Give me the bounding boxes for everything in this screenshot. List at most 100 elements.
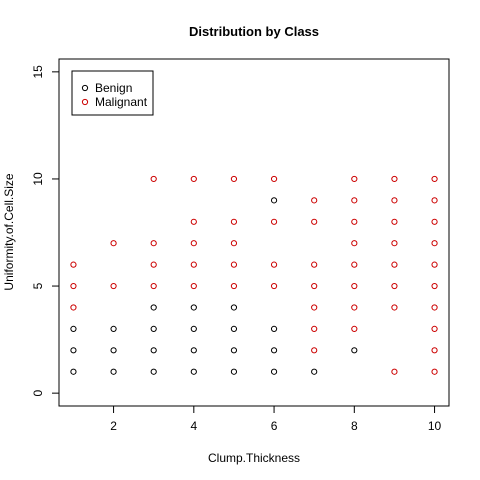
data-point-malignant bbox=[190, 282, 197, 290]
data-point-benign bbox=[190, 368, 197, 375]
x-tick-label: 6 bbox=[271, 419, 278, 433]
data-point-benign bbox=[110, 368, 117, 375]
data-point-malignant bbox=[150, 261, 157, 268]
data-point-benign bbox=[110, 347, 117, 354]
data-point-malignant bbox=[391, 197, 398, 204]
data-point-benign bbox=[230, 325, 238, 332]
data-point-malignant bbox=[391, 368, 398, 375]
y-axis: 0 5 10 15 bbox=[31, 65, 60, 396]
data-point-malignant bbox=[270, 261, 278, 268]
x-tick-label: 10 bbox=[428, 419, 442, 433]
data-point-malignant bbox=[391, 175, 398, 183]
y-axis-label: Uniformity.of.Cell.Size bbox=[2, 173, 16, 290]
data-point-malignant bbox=[190, 218, 197, 225]
data-point-benign bbox=[110, 325, 117, 332]
legend-label-benign: Benign bbox=[95, 81, 132, 95]
data-point-malignant bbox=[351, 175, 358, 183]
data-point-malignant bbox=[431, 304, 438, 311]
data-point-benign bbox=[190, 304, 197, 311]
data-point-malignant bbox=[311, 261, 318, 268]
legend-label-malignant: Malignant bbox=[95, 95, 148, 109]
data-point-malignant bbox=[150, 175, 157, 183]
data-point-malignant bbox=[190, 175, 197, 183]
data-point-malignant bbox=[150, 282, 157, 290]
data-point-malignant bbox=[230, 240, 238, 247]
data-point-malignant bbox=[351, 197, 358, 204]
data-point-malignant bbox=[431, 240, 438, 247]
data-point-malignant bbox=[391, 240, 398, 247]
data-point-benign bbox=[351, 347, 358, 354]
data-point-malignant bbox=[351, 218, 358, 225]
data-point-benign bbox=[150, 325, 157, 332]
x-axis: 2 4 6 8 10 bbox=[110, 405, 442, 433]
y-tick-label: 0 bbox=[31, 389, 45, 396]
data-point-malignant bbox=[70, 304, 77, 311]
data-point-malignant bbox=[150, 240, 157, 247]
data-point-malignant bbox=[431, 175, 438, 183]
data-point-malignant bbox=[230, 218, 238, 225]
y-tick-label: 15 bbox=[31, 65, 45, 79]
data-point-malignant bbox=[70, 282, 77, 290]
data-point-malignant bbox=[311, 218, 318, 225]
legend-marker-benign bbox=[81, 84, 89, 92]
data-point-malignant bbox=[351, 282, 358, 290]
data-point-malignant bbox=[311, 325, 318, 332]
data-point-malignant bbox=[311, 282, 318, 290]
data-point-malignant bbox=[351, 304, 358, 311]
data-point-malignant bbox=[270, 175, 278, 183]
data-point-benign bbox=[70, 347, 77, 354]
data-point-malignant bbox=[230, 175, 238, 183]
data-point-malignant bbox=[391, 304, 398, 311]
data-point-malignant bbox=[311, 347, 318, 354]
data-point-malignant bbox=[70, 261, 77, 268]
legend-box bbox=[71, 70, 154, 116]
x-tick-label: 8 bbox=[351, 419, 358, 433]
y-tick-label: 5 bbox=[31, 282, 45, 289]
data-point-malignant bbox=[391, 261, 398, 268]
data-point-benign bbox=[190, 325, 197, 332]
data-point-malignant bbox=[270, 282, 278, 290]
data-point-benign bbox=[270, 347, 278, 354]
legend-marker-malignant bbox=[81, 98, 89, 106]
data-point-malignant bbox=[431, 282, 438, 290]
data-point-benign bbox=[270, 325, 278, 332]
data-point-benign bbox=[270, 197, 278, 204]
data-point-benign bbox=[150, 347, 157, 354]
data-point-benign bbox=[190, 347, 197, 354]
data-point-malignant bbox=[391, 282, 398, 290]
data-point-benign bbox=[230, 304, 238, 311]
data-point-malignant bbox=[230, 261, 238, 268]
chart-title: Distribution by Class bbox=[189, 24, 319, 39]
data-point-malignant bbox=[311, 197, 318, 204]
data-point-malignant bbox=[431, 325, 438, 332]
data-point-malignant bbox=[431, 218, 438, 225]
data-point-malignant bbox=[431, 261, 438, 268]
data-point-malignant bbox=[431, 368, 438, 375]
data-point-benign bbox=[230, 368, 238, 375]
x-tick-label: 2 bbox=[110, 419, 117, 433]
data-point-malignant bbox=[311, 304, 318, 311]
data-point-malignant bbox=[230, 282, 238, 290]
data-points bbox=[70, 175, 438, 375]
data-point-benign bbox=[311, 368, 318, 375]
data-point-malignant bbox=[431, 197, 438, 204]
data-point-malignant bbox=[351, 240, 358, 247]
data-point-malignant bbox=[190, 240, 197, 247]
data-point-malignant bbox=[431, 347, 438, 354]
data-point-malignant bbox=[110, 282, 117, 290]
data-point-benign bbox=[270, 368, 278, 375]
data-point-malignant bbox=[351, 261, 358, 268]
data-point-benign bbox=[230, 347, 238, 354]
data-point-benign bbox=[70, 325, 77, 332]
data-point-malignant bbox=[270, 218, 278, 225]
x-tick-label: 4 bbox=[190, 419, 197, 433]
data-point-benign bbox=[70, 368, 77, 375]
data-point-malignant bbox=[391, 218, 398, 225]
data-point-benign bbox=[150, 304, 157, 311]
data-point-benign bbox=[150, 368, 157, 375]
data-point-malignant bbox=[190, 261, 197, 268]
legend: Benign Malignant bbox=[71, 70, 154, 116]
x-axis-label: Clump.Thickness bbox=[208, 451, 300, 465]
y-tick-label: 10 bbox=[31, 172, 45, 186]
